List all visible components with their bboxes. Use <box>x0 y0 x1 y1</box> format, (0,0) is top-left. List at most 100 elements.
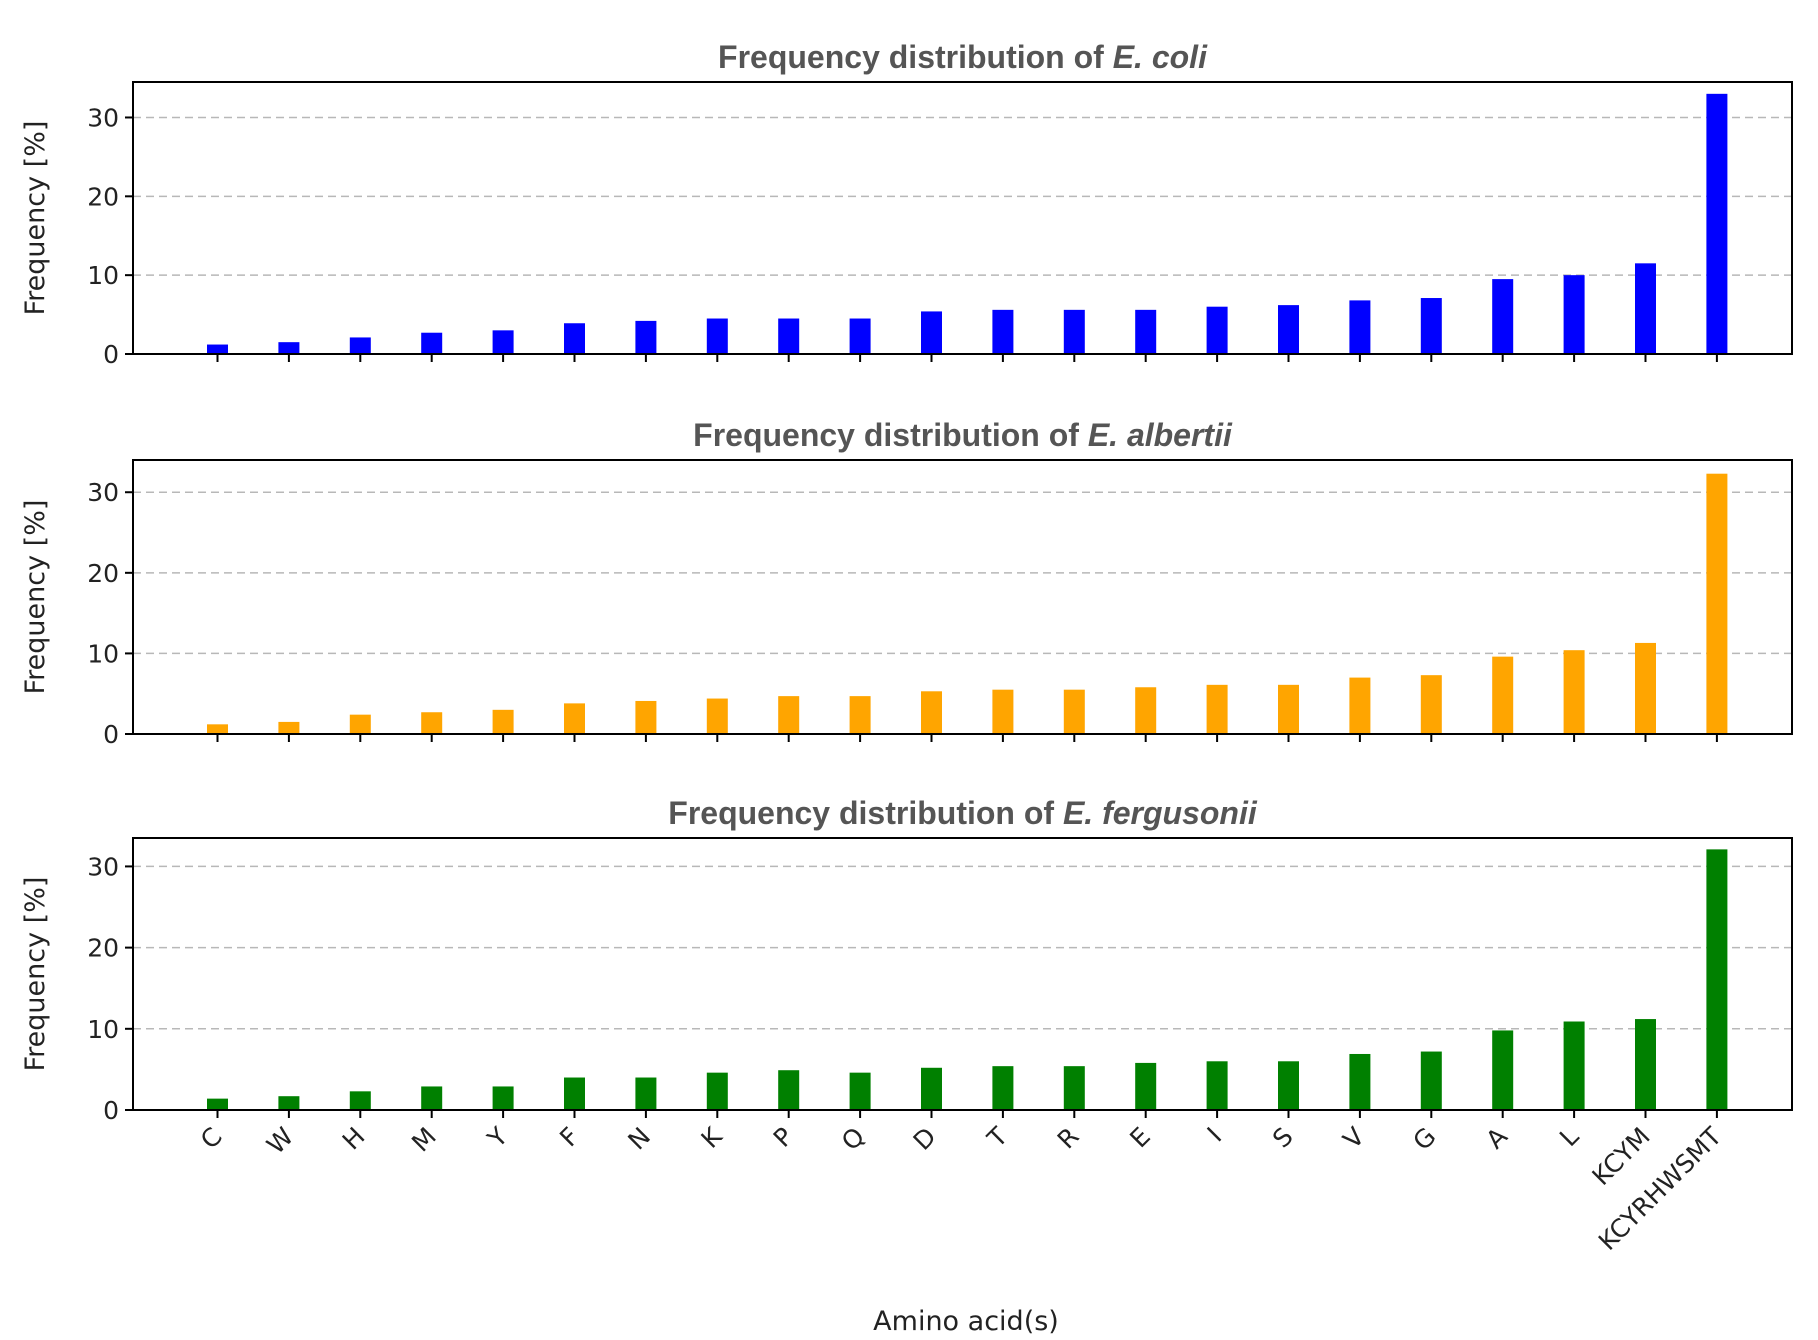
bar-G <box>1420 675 1442 734</box>
x-tick-label: D <box>908 1122 942 1156</box>
bar-E <box>1135 309 1157 354</box>
bar-V <box>1349 1053 1371 1110</box>
bar-C <box>207 344 228 354</box>
x-tick-label: S <box>1267 1122 1299 1154</box>
bar-W <box>278 721 300 734</box>
x-tick-label: C <box>195 1122 228 1155</box>
y-tick-label: 10 <box>87 1015 119 1044</box>
x-axis-label: Amino acid(s) <box>873 1306 1059 1337</box>
bar-G <box>1420 298 1442 354</box>
bar-L <box>1563 650 1585 734</box>
y-tick-label: 30 <box>87 103 119 132</box>
bar-D <box>921 691 942 734</box>
y-axis-label: Frequency [%] <box>20 121 51 316</box>
bar-F <box>564 1077 585 1110</box>
x-tick-label: Y <box>481 1121 514 1154</box>
y-axis-label: Frequency [%] <box>20 877 51 1072</box>
chart-title: Frequency distribution of E. albertii <box>693 417 1233 453</box>
x-tick-label: A <box>1480 1122 1513 1155</box>
bar-Q <box>849 696 871 734</box>
x-tick-label: K <box>695 1121 728 1154</box>
chart-title-prefix: Frequency distribution of <box>718 39 1113 75</box>
y-tick-label: 0 <box>103 720 119 749</box>
bar-KCYM <box>1635 263 1656 354</box>
x-tick-label: E <box>1124 1122 1156 1154</box>
bar-H <box>349 714 371 734</box>
axes-frame <box>132 837 1793 1111</box>
y-axis-label: Frequency [%] <box>20 500 51 695</box>
x-tick-label: W <box>261 1122 299 1160</box>
bar-G <box>1420 1051 1442 1110</box>
bar-A <box>1492 279 1514 354</box>
y-tick-label: 10 <box>87 639 119 668</box>
bar-R <box>1063 689 1085 734</box>
chart-title: Frequency distribution of E. fergusonii <box>668 795 1258 831</box>
bar-R <box>1063 1066 1085 1110</box>
y-tick-label: 0 <box>103 340 119 369</box>
x-tick-label: L <box>1554 1122 1584 1152</box>
bar-C <box>207 724 228 734</box>
x-tick-label: Q <box>836 1122 870 1156</box>
chart-title-prefix: Frequency distribution of <box>693 417 1088 453</box>
bar-KCYRHWSMT <box>1706 93 1728 355</box>
x-tick-label: F <box>554 1122 585 1153</box>
chart-panels: Frequency distribution of E. coli 0 10 20 30… <box>20 39 1793 1256</box>
bar-H <box>349 337 371 354</box>
x-tick-label: M <box>406 1122 442 1158</box>
x-tick-label: KCYM <box>1587 1122 1656 1191</box>
chart-panel-1: Frequency distribution of E. coli 0 10 20 30… <box>20 39 1793 369</box>
x-tick-label: V <box>1338 1122 1371 1155</box>
y-tick-label: 20 <box>87 934 119 963</box>
bar-KCYM <box>1635 642 1656 734</box>
bar-V <box>1349 677 1371 734</box>
bar-W <box>278 1096 300 1110</box>
bar-A <box>1492 656 1514 734</box>
bar-K <box>706 1072 728 1110</box>
bar-L <box>1563 275 1585 354</box>
bar-T <box>992 689 1014 734</box>
bar-N <box>635 320 657 354</box>
bar-F <box>564 703 585 734</box>
bar-D <box>921 311 942 354</box>
chart-title-species: E. fergusonii <box>1063 795 1258 831</box>
bar-Y <box>492 1086 514 1110</box>
x-tick-label: H <box>337 1122 371 1156</box>
bar-I <box>1206 306 1228 354</box>
bar-C <box>207 1098 228 1110</box>
bar-V <box>1349 300 1371 354</box>
axes-frame <box>132 459 1793 735</box>
bar-Y <box>492 330 514 354</box>
y-tick-label: 30 <box>87 478 119 507</box>
chart-title-prefix: Frequency distribution of <box>668 795 1063 831</box>
bar-K <box>706 318 728 354</box>
bar-A <box>1492 1030 1514 1110</box>
bar-M <box>421 1086 443 1110</box>
bar-Y <box>492 709 514 734</box>
y-tick-label: 0 <box>103 1096 119 1125</box>
bar-W <box>278 342 300 354</box>
bar-S <box>1278 684 1299 734</box>
bar-M <box>421 332 443 354</box>
bar-KCYM <box>1635 1019 1656 1110</box>
bar-H <box>349 1091 371 1110</box>
x-tick-label: G <box>1407 1122 1441 1156</box>
y-tick-label: 10 <box>87 261 119 290</box>
bar-I <box>1206 684 1228 734</box>
bar-T <box>992 309 1014 354</box>
axes-frame <box>132 81 1793 355</box>
bar-K <box>706 698 728 734</box>
chart-title-species: E. albertii <box>1088 417 1233 453</box>
bar-S <box>1278 1061 1299 1110</box>
bar-T <box>992 1066 1014 1110</box>
chart-title-species: E. coli <box>1113 39 1208 75</box>
bar-N <box>635 700 657 734</box>
bar-N <box>635 1077 657 1110</box>
bar-R <box>1063 309 1085 354</box>
chart-panel-3: Frequency distribution of E. fergusonii 0… <box>20 795 1793 1256</box>
x-tick-label: KCYRHWSMT <box>1593 1121 1728 1256</box>
x-tick-label: R <box>1052 1122 1085 1155</box>
bar-L <box>1563 1021 1585 1110</box>
x-tick-label: P <box>768 1122 799 1153</box>
x-tick-label: T <box>981 1121 1014 1154</box>
